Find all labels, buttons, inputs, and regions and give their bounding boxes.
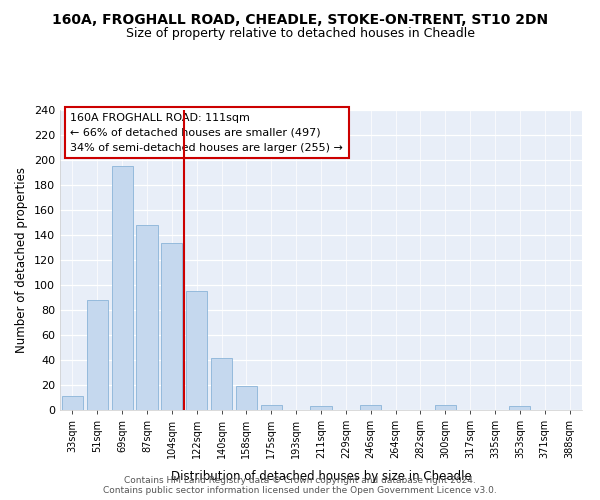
Text: Contains HM Land Registry data © Crown copyright and database right 2024.: Contains HM Land Registry data © Crown c…: [124, 476, 476, 485]
Bar: [435, 405, 456, 410]
Text: 160A FROGHALL ROAD: 111sqm
← 66% of detached houses are smaller (497)
34% of sem: 160A FROGHALL ROAD: 111sqm ← 66% of deta…: [70, 113, 343, 152]
Bar: [186, 291, 207, 410]
Text: Size of property relative to detached houses in Cheadle: Size of property relative to detached ho…: [125, 28, 475, 40]
Bar: [360, 405, 381, 410]
Bar: [509, 406, 530, 410]
Bar: [112, 166, 133, 410]
Bar: [87, 300, 108, 410]
Bar: [161, 242, 182, 410]
Bar: [62, 396, 83, 410]
Bar: [136, 225, 158, 410]
X-axis label: Distribution of detached houses by size in Cheadle: Distribution of detached houses by size …: [170, 470, 472, 482]
Bar: [211, 358, 232, 410]
Text: 160A, FROGHALL ROAD, CHEADLE, STOKE-ON-TRENT, ST10 2DN: 160A, FROGHALL ROAD, CHEADLE, STOKE-ON-T…: [52, 12, 548, 26]
Bar: [236, 386, 257, 410]
Text: Contains public sector information licensed under the Open Government Licence v3: Contains public sector information licen…: [103, 486, 497, 495]
Bar: [310, 406, 332, 410]
Y-axis label: Number of detached properties: Number of detached properties: [16, 167, 28, 353]
Bar: [261, 405, 282, 410]
